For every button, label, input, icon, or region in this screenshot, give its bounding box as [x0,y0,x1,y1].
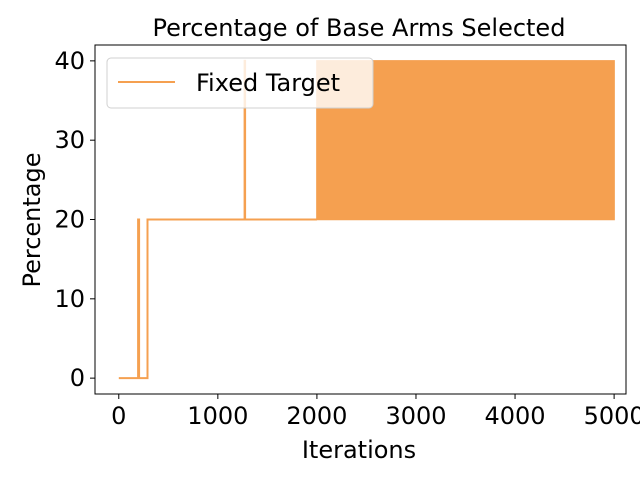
y-tick-label: 20 [54,206,85,234]
y-tick-label: 30 [54,126,85,154]
x-tick-label: 5000 [584,402,640,430]
chart-title: Percentage of Base Arms Selected [153,14,566,42]
y-axis-label: Percentage [18,152,46,287]
legend-box [106,57,374,109]
x-tick-label: 1000 [187,402,248,430]
y-tick-label: 0 [70,364,85,392]
x-tick-label: 2000 [286,402,347,430]
y-tick-label: 40 [54,47,85,75]
x-axis-label: Iterations [302,436,416,464]
legend: Fixed Target [106,57,374,109]
y-axis-ticks: 0 10 20 30 40 [54,47,95,392]
legend-label: Fixed Target [196,69,340,97]
x-tick-label: 3000 [385,402,446,430]
x-tick-label: 0 [111,402,126,430]
y-tick-label: 10 [54,285,85,313]
x-axis-ticks: 0 1000 2000 3000 4000 5000 [111,394,640,430]
x-tick-label: 4000 [485,402,546,430]
